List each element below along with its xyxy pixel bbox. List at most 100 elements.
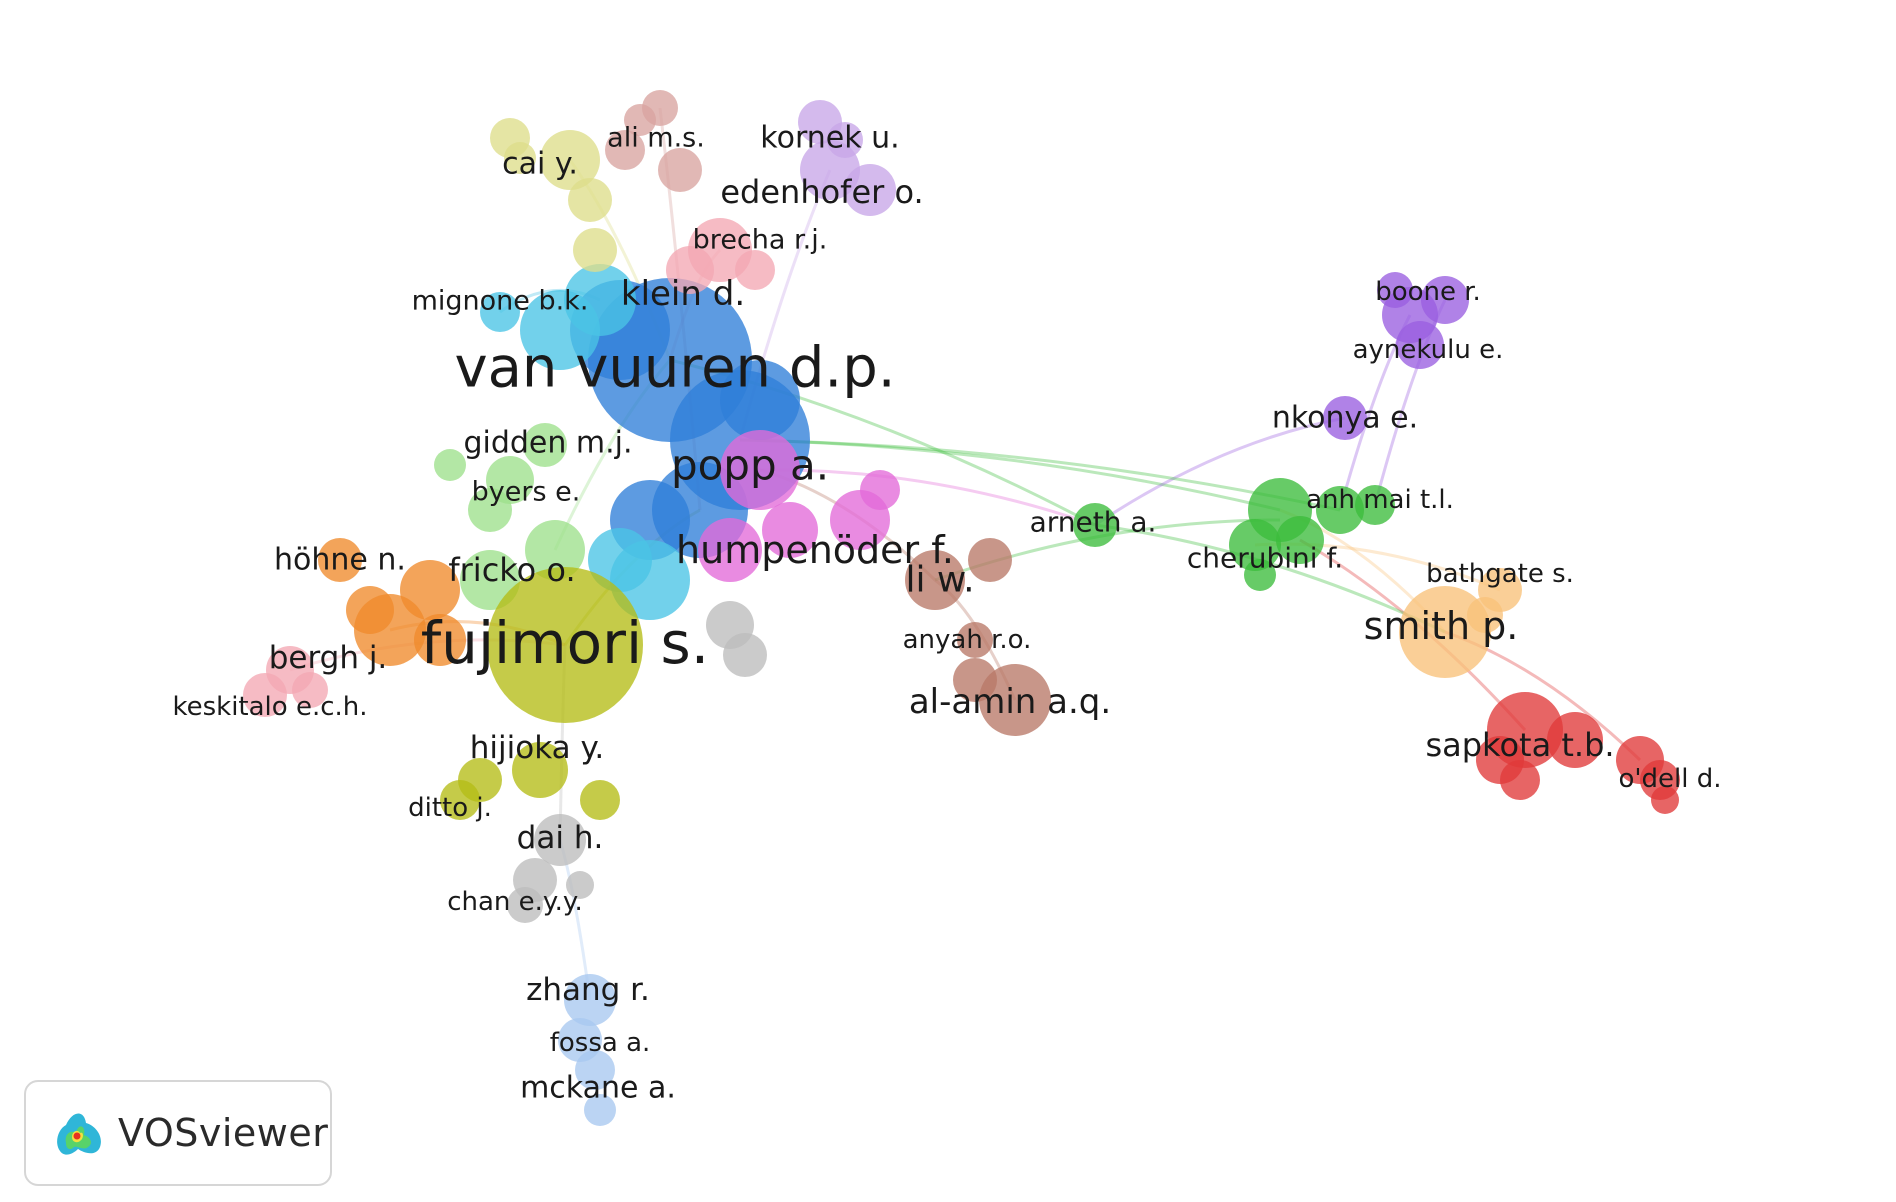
node-magenta-14[interactable] xyxy=(762,502,818,558)
node-blue-5[interactable] xyxy=(720,360,800,440)
node-rose-26[interactable] xyxy=(624,104,656,136)
node-label-24[interactable]: li w. xyxy=(905,560,974,601)
node-lightgreen-36[interactable] xyxy=(434,449,466,481)
node-label-12[interactable]: byers e. xyxy=(472,477,581,508)
node-label-3[interactable]: humpenöder f. xyxy=(676,528,954,572)
node-label-34[interactable]: bathgate s. xyxy=(1426,559,1574,589)
node-olive-42[interactable] xyxy=(580,780,620,820)
node-olive-41[interactable] xyxy=(440,780,480,820)
node-red-87[interactable] xyxy=(1651,786,1679,814)
node-label-14[interactable]: höhne n. xyxy=(274,543,406,578)
node-brown-64[interactable] xyxy=(979,664,1051,736)
node-orange-45[interactable] xyxy=(318,538,362,582)
vosviewer-logo-badge[interactable]: VOSviewer xyxy=(24,1080,332,1186)
node-label-15[interactable]: bergh j. xyxy=(269,640,388,676)
node-grey-53[interactable] xyxy=(534,814,586,866)
node-olive-38[interactable] xyxy=(487,567,643,723)
node-label-17[interactable]: hijioka y. xyxy=(470,730,605,766)
node-label-31[interactable]: aynekulu e. xyxy=(1353,335,1504,365)
node-brown-63[interactable] xyxy=(957,622,993,658)
node-khaki-27[interactable] xyxy=(540,130,600,190)
node-lightgreen-33[interactable] xyxy=(523,423,567,467)
node-rose-24[interactable] xyxy=(658,148,702,192)
node-rose-25[interactable] xyxy=(605,130,645,170)
node-green-69[interactable] xyxy=(1276,516,1324,564)
node-label-22[interactable]: fossa a. xyxy=(550,1028,651,1058)
node-cyan-8[interactable] xyxy=(480,292,520,332)
node-label-28[interactable]: cherubini f. xyxy=(1187,542,1343,575)
node-label-23[interactable]: mckane a. xyxy=(520,1071,676,1106)
node-grey-55[interactable] xyxy=(507,887,543,923)
node-lightgreen-35[interactable] xyxy=(468,488,512,532)
node-pink-50[interactable] xyxy=(292,672,328,708)
node-label-10[interactable]: mignone b.k. xyxy=(412,286,589,317)
node-label-26[interactable]: al-amin a.q. xyxy=(909,682,1111,722)
node-pink-49[interactable] xyxy=(243,673,287,717)
node-lilac-22[interactable] xyxy=(827,122,863,158)
node-peach-78[interactable] xyxy=(1399,586,1491,678)
node-magenta-15[interactable] xyxy=(860,470,900,510)
node-label-21[interactable]: zhang r. xyxy=(526,972,650,1008)
node-label-16[interactable]: keskitalo e.c.h. xyxy=(172,692,367,722)
node-khaki-29[interactable] xyxy=(568,178,612,222)
node-pink-17[interactable] xyxy=(666,246,714,294)
node-cyan-7[interactable] xyxy=(564,264,636,336)
node-green-72[interactable] xyxy=(1244,559,1276,591)
node-grey-52[interactable] xyxy=(723,633,767,677)
node-khaki-31[interactable] xyxy=(504,142,536,174)
node-magenta-13[interactable] xyxy=(698,518,762,582)
node-lightgreen-32[interactable] xyxy=(525,520,585,580)
node-label-20[interactable]: chan e.y.y. xyxy=(447,887,583,917)
node-green-71[interactable] xyxy=(1355,485,1395,525)
node-khaki-30[interactable] xyxy=(573,228,617,272)
node-label-30[interactable]: nkonya e. xyxy=(1272,401,1418,436)
node-lilac-20[interactable] xyxy=(844,164,896,216)
node-label-5[interactable]: edenhofer o. xyxy=(720,173,923,211)
node-label-36[interactable]: o'dell d. xyxy=(1618,764,1721,794)
node-green-70[interactable] xyxy=(1316,486,1364,534)
node-label-4[interactable]: klein d. xyxy=(621,274,745,314)
node-lightblue-60[interactable] xyxy=(584,1094,616,1126)
node-label-9[interactable]: cai y. xyxy=(502,147,578,182)
node-label-32[interactable]: boone r. xyxy=(1375,277,1481,307)
node-peach-80[interactable] xyxy=(1467,597,1503,633)
node-label-19[interactable]: dai h. xyxy=(517,820,604,856)
node-label-2[interactable]: popp a. xyxy=(671,441,829,490)
node-cyan-10[interactable] xyxy=(588,528,652,592)
node-label-11[interactable]: gidden m.j. xyxy=(463,426,632,461)
node-orange-47[interactable] xyxy=(346,586,394,634)
node-label-6[interactable]: kornek u. xyxy=(760,121,899,156)
node-lightblue-59[interactable] xyxy=(575,1050,615,1090)
node-green-68[interactable] xyxy=(1229,519,1281,571)
link-8 xyxy=(759,468,1096,527)
node-brown-65[interactable] xyxy=(953,658,997,702)
node-purple-73[interactable] xyxy=(1323,396,1367,440)
node-grey-56[interactable] xyxy=(566,871,594,899)
node-pink-18[interactable] xyxy=(735,250,775,290)
node-lightgreen-37[interactable] xyxy=(460,550,520,610)
node-green-66[interactable] xyxy=(1073,503,1117,547)
node-purple-76[interactable] xyxy=(1396,321,1444,369)
node-label-33[interactable]: smith p. xyxy=(1364,604,1519,648)
node-olive-40[interactable] xyxy=(512,742,568,798)
node-label-8[interactable]: ali m.s. xyxy=(607,123,705,154)
node-label-27[interactable]: arneth a. xyxy=(1030,506,1157,539)
node-label-18[interactable]: ditto j. xyxy=(408,793,492,823)
node-label-25[interactable]: anyah r.o. xyxy=(903,625,1032,655)
node-label-35[interactable]: sapkota t.b. xyxy=(1425,726,1614,764)
node-label-1[interactable]: fujimori s. xyxy=(421,609,709,677)
node-red-84[interactable] xyxy=(1500,760,1540,800)
node-label-29[interactable]: anh mai t.l. xyxy=(1306,485,1454,515)
node-orange-46[interactable] xyxy=(414,614,466,666)
node-purple-77[interactable] xyxy=(1377,272,1413,308)
node-label-0[interactable]: van vuuren d.p. xyxy=(454,336,895,401)
node-brown-62[interactable] xyxy=(968,538,1012,582)
node-purple-75[interactable] xyxy=(1421,276,1469,324)
node-magenta-11[interactable] xyxy=(720,430,800,510)
node-red-82[interactable] xyxy=(1547,712,1603,768)
node-lightblue-57[interactable] xyxy=(564,974,616,1026)
node-label-13[interactable]: fricko o. xyxy=(448,551,575,589)
node-brown-61[interactable] xyxy=(905,550,965,610)
node-label-7[interactable]: brecha r.j. xyxy=(693,225,828,256)
